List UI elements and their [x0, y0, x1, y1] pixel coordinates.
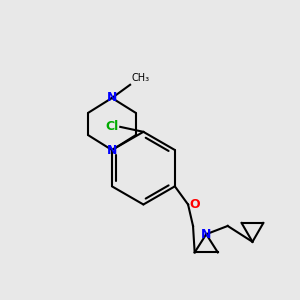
Text: Cl: Cl	[105, 120, 119, 134]
Text: N: N	[107, 92, 117, 104]
Text: N: N	[201, 228, 211, 241]
Text: O: O	[190, 198, 200, 211]
Text: CH₃: CH₃	[132, 73, 150, 83]
Text: N: N	[107, 143, 117, 157]
